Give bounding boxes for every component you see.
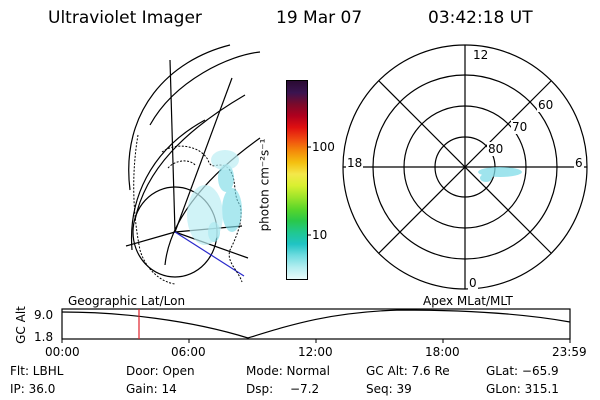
timeline-y-top: 9.0 (34, 308, 54, 322)
x-tick-1200: 12:00 (298, 345, 333, 359)
polar-ring-80: 80 (487, 142, 505, 156)
x-tick-1800: 18:00 (425, 345, 460, 359)
status-gc-alt: GC Alt: 7.6 Re (366, 364, 450, 378)
date-label: 19 Mar 07 (276, 8, 363, 28)
status-dsp-value: −7.2 (290, 382, 320, 396)
status-glon: GLon: 315.1 (486, 382, 559, 396)
x-tick-2359: 23:59 (552, 345, 587, 359)
status-mode: Mode: Normal (246, 364, 330, 378)
timeline-right-label: Apex MLat/MLT (423, 294, 513, 308)
timeline-y-bottom: 1.8 (34, 330, 54, 344)
x-tick-0600: 06:00 (171, 345, 206, 359)
polar-label-left: 18 (346, 156, 364, 170)
status-gain: Gain: 14 (126, 382, 177, 396)
colorbar-tick-100: 100 (312, 140, 335, 154)
colorbar-tick-10: 10 (312, 228, 328, 242)
colorbar (286, 80, 308, 280)
polar-ring-70: 70 (511, 120, 529, 134)
timeline-left-label: Geographic Lat/Lon (68, 294, 186, 308)
status-glat: GLat: −65.9 (486, 364, 559, 378)
polar-ring-60: 60 (537, 98, 555, 112)
polar-label-top: 12 (472, 48, 490, 62)
status-seq: Seq: 39 (366, 382, 412, 396)
status-filter: Flt: LBHL (10, 364, 64, 378)
status-door: Door: Open (126, 364, 195, 378)
time-label: 03:42:18 UT (428, 8, 533, 28)
colorbar-gradient (287, 81, 307, 279)
app-title: Ultraviolet Imager (48, 8, 202, 28)
status-ip: IP: 36.0 (10, 382, 56, 396)
polar-label-bottom: 0 (468, 276, 478, 290)
status-dsp-label: Dsp: (246, 382, 274, 396)
x-tick-0000: 00:00 (45, 345, 80, 359)
polar-label-right: 6 (574, 156, 584, 170)
